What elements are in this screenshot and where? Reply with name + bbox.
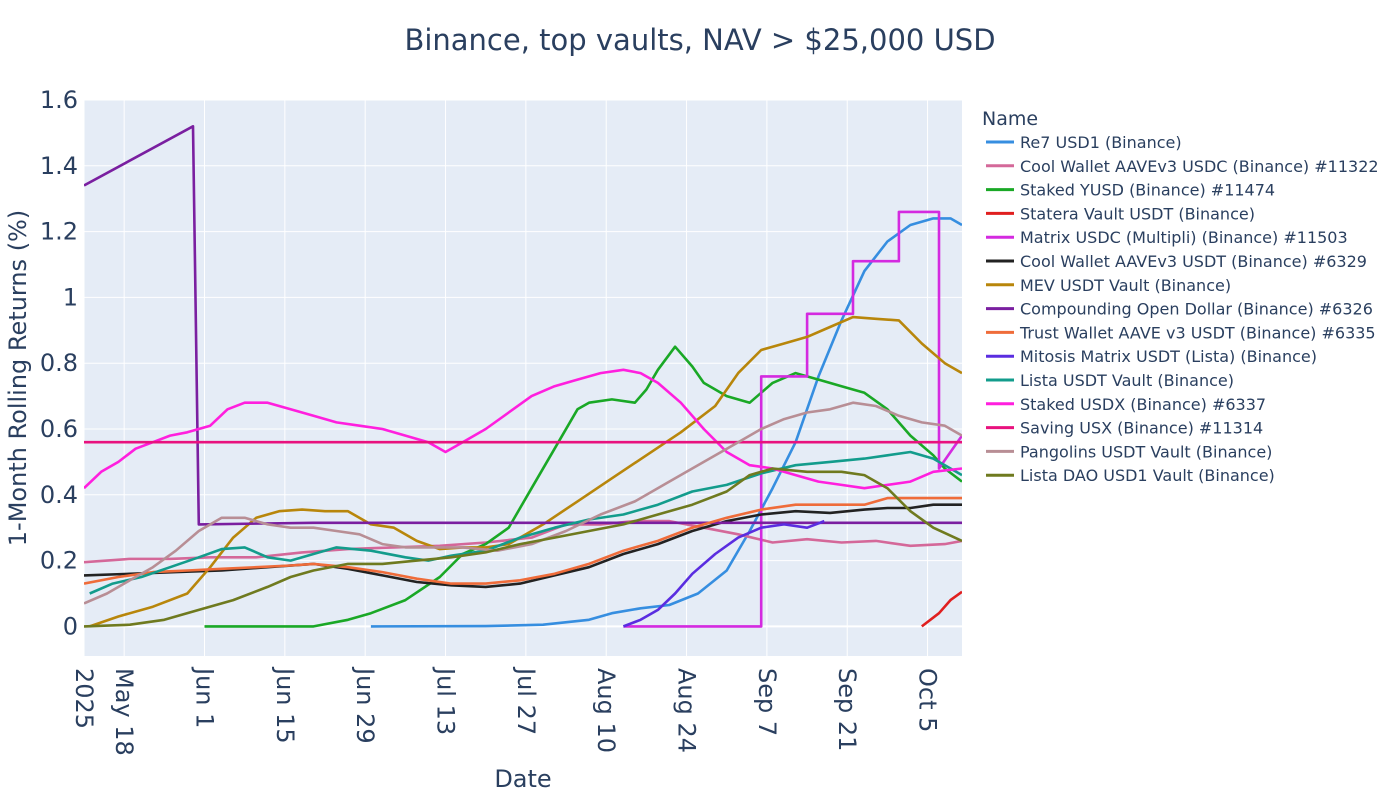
x-tick-label: 2025	[70, 668, 98, 729]
x-tick-label: Sep 21	[833, 668, 861, 751]
x-tick-label: Jun 29	[351, 666, 379, 744]
x-tick-label: Oct 5	[914, 668, 942, 732]
legend-item[interactable]: Lista USDT Vault (Binance)	[1020, 371, 1234, 390]
y-tick-label: 1.2	[40, 218, 78, 246]
legend-item[interactable]: Re7 USD1 (Binance)	[1020, 133, 1182, 152]
legend: Name Re7 USD1 (Binance) Cool Wallet AAVEv…	[982, 108, 1379, 485]
series-line-12	[84, 368, 962, 490]
legend-title: Name	[982, 108, 1038, 130]
x-tick-label: Jun 15	[271, 666, 299, 744]
series-line-2	[84, 519, 962, 564]
x-tick-label: Jul 13	[432, 666, 460, 735]
x-tick-label: Jul 27	[512, 666, 540, 735]
legend-item[interactable]: Staked YUSD (Binance) #11474	[1020, 181, 1275, 200]
x-tick-label: Aug 24	[673, 668, 701, 753]
x-axis-ticks: 2025 May 18 Jun 1 Jun 15 Jun 29 Jul 13 Jul 27 A…	[70, 666, 942, 756]
legend-item[interactable]: Compounding Open Dollar (Binance) #6326	[1020, 300, 1373, 319]
series-line-8	[84, 125, 962, 526]
series-layer	[84, 125, 962, 628]
chart-title: Binance, top vaults, NAV > $25,000 USD	[404, 23, 995, 57]
legend-item[interactable]: Saving USX (Binance) #11314	[1020, 419, 1263, 438]
y-tick-label: 0.2	[40, 547, 78, 575]
legend-item[interactable]: Pangolins USDT Vault (Binance)	[1020, 442, 1272, 461]
legend-item[interactable]: Lista DAO USD1 Vault (Binance)	[1020, 466, 1275, 485]
y-axis-ticks: 0 0.2 0.4 0.6 0.8 1 1.2 1.4 1.6	[40, 86, 78, 640]
series-line-5	[623, 210, 962, 628]
series-line-10	[622, 519, 825, 628]
grid	[83, 99, 962, 656]
plot-area	[84, 100, 962, 656]
x-tick-label: Sep 7	[753, 668, 781, 736]
y-axis-title: 1-Month Rolling Returns (%)	[4, 210, 32, 546]
series-line-4	[921, 590, 962, 628]
y-tick-label: 0	[63, 612, 78, 640]
legend-item[interactable]: Cool Wallet AAVEv3 USDC (Binance) #11322	[1020, 157, 1379, 176]
y-tick-label: 0.4	[40, 481, 78, 509]
legend-item[interactable]: MEV USDT Vault (Binance)	[1020, 276, 1231, 295]
x-tick-label: Jun 1	[191, 666, 219, 728]
legend-item[interactable]: Mitosis Matrix USDT (Lista) (Binance)	[1020, 347, 1317, 366]
y-tick-label: 1	[63, 283, 78, 311]
legend-item[interactable]: Statera Vault USDT (Binance)	[1020, 204, 1255, 223]
series-line-15	[84, 467, 962, 628]
series-line-11	[89, 450, 962, 595]
legend-item[interactable]: Staked USDX (Binance) #6337	[1020, 395, 1266, 414]
legend-item[interactable]: Matrix USDC (Multipli) (Binance) #11503	[1020, 228, 1348, 247]
y-tick-label: 1.6	[40, 86, 78, 114]
x-axis-title: Date	[494, 765, 551, 793]
legend-item[interactable]: Trust Wallet AAVE v3 USDT (Binance) #633…	[1019, 323, 1376, 342]
y-tick-label: 0.6	[40, 415, 78, 443]
series-line-9	[84, 496, 962, 585]
x-tick-label: Aug 10	[592, 668, 620, 753]
legend-item[interactable]: Cool Wallet AAVEv3 USDT (Binance) #6329	[1020, 252, 1367, 271]
y-tick-label: 1.4	[40, 152, 78, 180]
x-tick-label: May 18	[110, 668, 138, 756]
y-tick-label: 0.8	[40, 349, 78, 377]
